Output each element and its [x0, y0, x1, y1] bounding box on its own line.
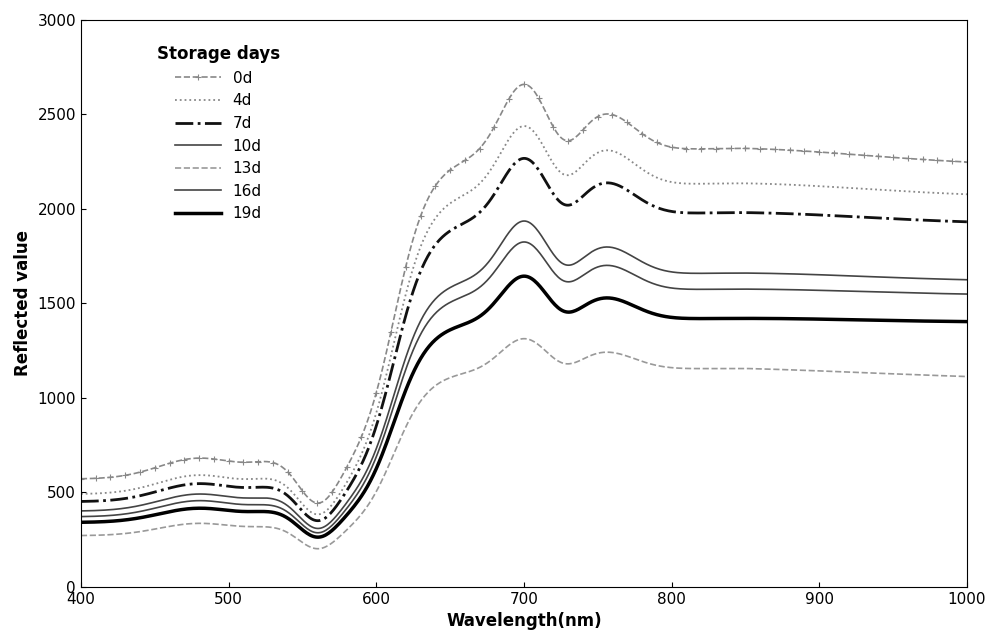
0d [936, 156, 948, 164]
4d [75, 490, 87, 498]
10d [961, 276, 973, 283]
4d [369, 414, 381, 422]
0d [518, 80, 530, 88]
Line: 7d: 7d [81, 158, 967, 521]
19d [369, 468, 381, 476]
0d [784, 146, 796, 154]
Legend: 0d, 4d, 7d, 10d, 13d, 16d, 19d: 0d, 4d, 7d, 10d, 13d, 16d, 19d [151, 39, 286, 227]
13d [311, 545, 323, 553]
4d [240, 475, 252, 483]
16d [369, 457, 381, 464]
7d [75, 498, 87, 506]
13d [518, 335, 530, 343]
Line: 19d: 19d [81, 276, 967, 537]
16d [518, 238, 530, 246]
7d [936, 217, 948, 225]
16d [240, 501, 252, 509]
10d [784, 270, 796, 278]
7d [961, 218, 973, 225]
7d [131, 493, 143, 500]
0d [131, 469, 143, 477]
16d [936, 290, 948, 298]
Line: 10d: 10d [81, 221, 967, 529]
13d [961, 373, 973, 381]
13d [240, 523, 252, 531]
10d [313, 525, 325, 533]
4d [936, 189, 948, 197]
13d [905, 371, 917, 379]
10d [131, 502, 143, 510]
16d [311, 529, 323, 536]
4d [131, 485, 143, 493]
19d [311, 533, 323, 541]
0d [240, 459, 252, 466]
0d [905, 155, 917, 162]
19d [131, 515, 143, 522]
Line: 4d: 4d [81, 126, 967, 515]
7d [905, 216, 917, 223]
X-axis label: Wavelength(nm): Wavelength(nm) [446, 612, 602, 630]
16d [905, 289, 917, 297]
Line: 13d: 13d [81, 339, 967, 549]
4d [784, 181, 796, 189]
16d [75, 513, 87, 520]
4d [961, 191, 973, 198]
16d [131, 508, 143, 516]
10d [518, 217, 530, 225]
13d [131, 528, 143, 536]
0d [369, 394, 381, 402]
Line: 0d: 0d [78, 82, 970, 506]
10d [369, 449, 381, 457]
13d [936, 372, 948, 379]
19d [784, 315, 796, 323]
Line: 16d: 16d [81, 242, 967, 533]
13d [784, 366, 796, 374]
19d [961, 317, 973, 325]
7d [369, 427, 381, 435]
19d [75, 518, 87, 526]
19d [240, 507, 252, 515]
4d [311, 511, 323, 518]
13d [369, 490, 381, 498]
4d [518, 122, 530, 130]
7d [311, 517, 323, 525]
10d [75, 507, 87, 515]
19d [936, 317, 948, 325]
16d [784, 286, 796, 294]
19d [518, 272, 530, 280]
19d [905, 317, 917, 325]
7d [240, 484, 252, 491]
10d [905, 274, 917, 282]
0d [313, 499, 325, 507]
10d [936, 275, 948, 283]
13d [75, 532, 87, 540]
0d [961, 158, 973, 166]
4d [905, 188, 917, 196]
Y-axis label: Reflected value: Reflected value [14, 231, 32, 376]
7d [518, 155, 530, 162]
7d [784, 210, 796, 218]
16d [961, 290, 973, 298]
0d [75, 475, 87, 482]
10d [240, 494, 252, 502]
